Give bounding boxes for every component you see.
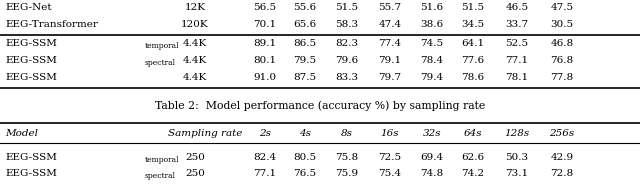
Text: temporal: temporal (145, 42, 179, 50)
Text: 80.5: 80.5 (293, 152, 317, 162)
Text: 82.3: 82.3 (335, 38, 358, 47)
Text: 72.8: 72.8 (550, 169, 573, 178)
Text: 74.2: 74.2 (461, 169, 484, 178)
Text: 72.5: 72.5 (378, 152, 401, 162)
Text: spectral: spectral (145, 172, 176, 180)
Text: EEG-Transformer: EEG-Transformer (5, 19, 98, 28)
Text: 51.6: 51.6 (420, 3, 444, 12)
Text: 77.4: 77.4 (378, 38, 401, 47)
Text: 16s: 16s (381, 129, 399, 138)
Text: 77.1: 77.1 (253, 169, 276, 178)
Text: EEG-SSM: EEG-SSM (5, 152, 57, 162)
Text: 83.3: 83.3 (335, 73, 358, 82)
Text: 75.4: 75.4 (378, 169, 401, 178)
Text: 256s: 256s (549, 129, 575, 138)
Text: 79.6: 79.6 (335, 55, 358, 64)
Text: 33.7: 33.7 (506, 19, 529, 28)
Text: 76.8: 76.8 (550, 55, 573, 64)
Text: 4.4K: 4.4K (183, 38, 207, 47)
Text: 32s: 32s (422, 129, 442, 138)
Text: 89.1: 89.1 (253, 38, 276, 47)
Text: 120K: 120K (181, 19, 209, 28)
Text: 79.7: 79.7 (378, 73, 401, 82)
Text: EEG-SSM: EEG-SSM (5, 73, 57, 82)
Text: 58.3: 58.3 (335, 19, 358, 28)
Text: 51.5: 51.5 (461, 3, 484, 12)
Text: 69.4: 69.4 (420, 152, 444, 162)
Text: 42.9: 42.9 (550, 152, 573, 162)
Text: 79.5: 79.5 (293, 55, 317, 64)
Text: 4.4K: 4.4K (183, 55, 207, 64)
Text: 76.5: 76.5 (293, 169, 317, 178)
Text: 70.1: 70.1 (253, 19, 276, 28)
Text: 62.6: 62.6 (461, 152, 484, 162)
Text: Sampling rate: Sampling rate (168, 129, 242, 138)
Text: 82.4: 82.4 (253, 152, 276, 162)
Text: 75.8: 75.8 (335, 152, 358, 162)
Text: Model: Model (5, 129, 38, 138)
Text: 46.5: 46.5 (506, 3, 529, 12)
Text: 50.3: 50.3 (506, 152, 529, 162)
Text: 79.1: 79.1 (378, 55, 401, 64)
Text: temporal: temporal (145, 155, 179, 163)
Text: 64s: 64s (464, 129, 483, 138)
Text: 87.5: 87.5 (293, 73, 317, 82)
Text: 52.5: 52.5 (506, 38, 529, 47)
Text: 77.8: 77.8 (550, 73, 573, 82)
Text: 78.4: 78.4 (420, 55, 444, 64)
Text: 250: 250 (185, 169, 205, 178)
Text: EEG-SSM: EEG-SSM (5, 169, 57, 178)
Text: 74.8: 74.8 (420, 169, 444, 178)
Text: 86.5: 86.5 (293, 38, 317, 47)
Text: 74.5: 74.5 (420, 38, 444, 47)
Text: 2s: 2s (259, 129, 271, 138)
Text: spectral: spectral (145, 58, 176, 66)
Text: 4s: 4s (299, 129, 311, 138)
Text: 56.5: 56.5 (253, 3, 276, 12)
Text: 77.1: 77.1 (506, 55, 529, 64)
Text: EEG-Net: EEG-Net (5, 3, 52, 12)
Text: 78.6: 78.6 (461, 73, 484, 82)
Text: 64.1: 64.1 (461, 38, 484, 47)
Text: 91.0: 91.0 (253, 73, 276, 82)
Text: 250: 250 (185, 152, 205, 162)
Text: 128s: 128s (504, 129, 530, 138)
Text: 55.6: 55.6 (293, 3, 317, 12)
Text: 47.4: 47.4 (378, 19, 401, 28)
Text: 79.4: 79.4 (420, 73, 444, 82)
Text: 77.6: 77.6 (461, 55, 484, 64)
Text: 80.1: 80.1 (253, 55, 276, 64)
Text: 38.6: 38.6 (420, 19, 444, 28)
Text: Table 2:  Model performance (accuracy %) by sampling rate: Table 2: Model performance (accuracy %) … (155, 101, 485, 111)
Text: 73.1: 73.1 (506, 169, 529, 178)
Text: 78.1: 78.1 (506, 73, 529, 82)
Text: 46.8: 46.8 (550, 38, 573, 47)
Text: 8s: 8s (341, 129, 353, 138)
Text: 65.6: 65.6 (293, 19, 317, 28)
Text: 51.5: 51.5 (335, 3, 358, 12)
Text: 12K: 12K (184, 3, 205, 12)
Text: 4.4K: 4.4K (183, 73, 207, 82)
Text: 30.5: 30.5 (550, 19, 573, 28)
Text: 34.5: 34.5 (461, 19, 484, 28)
Text: 55.7: 55.7 (378, 3, 401, 12)
Text: EEG-SSM: EEG-SSM (5, 38, 57, 47)
Text: 75.9: 75.9 (335, 169, 358, 178)
Text: EEG-SSM: EEG-SSM (5, 55, 57, 64)
Text: 47.5: 47.5 (550, 3, 573, 12)
